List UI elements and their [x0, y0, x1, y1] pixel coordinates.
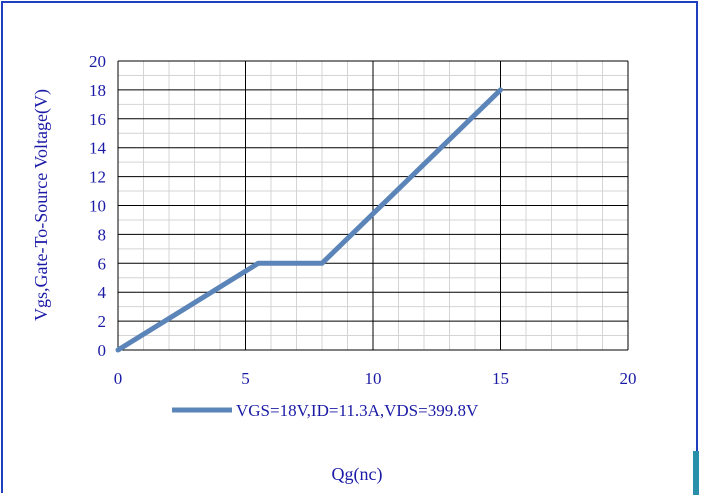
legend: VGS=18V,ID=11.3A,VDS=399.8V: [172, 401, 479, 420]
series-line-0: [115, 87, 503, 353]
major-grid: [117, 60, 629, 351]
x-axis-title: Qg(nc): [332, 464, 383, 485]
y-tick-label: 12: [89, 168, 106, 187]
y-tick-label: 4: [98, 283, 107, 302]
x-tick-label: 5: [241, 369, 250, 388]
y-tick-label: 14: [89, 139, 107, 158]
x-tick-label: 15: [492, 369, 509, 388]
y-tick-label: 18: [89, 81, 106, 100]
y-tick-label: 10: [89, 197, 106, 216]
x-tick-labels: 0 5 10 15 20: [114, 369, 637, 388]
y-axis-title: Vgs,Gate-To-Source Voltage(V): [31, 89, 52, 321]
y-tick-label: 20: [89, 52, 106, 71]
y-tick-label: 2: [98, 312, 107, 331]
legend-label: VGS=18V,ID=11.3A,VDS=399.8V: [236, 401, 479, 420]
series-layer: [115, 87, 503, 353]
y-tick-label: 16: [89, 110, 106, 129]
x-tick-label: 10: [365, 369, 382, 388]
y-tick-label: 0: [98, 341, 107, 360]
x-tick-label: 0: [114, 369, 123, 388]
y-tick-label: 6: [98, 254, 107, 273]
y-tick-labels: 0 2 4 6 8 10 12 14 16 18 20: [89, 52, 107, 360]
x-tick-label: 20: [620, 369, 637, 388]
y-tick-label: 8: [98, 225, 107, 244]
corner-accent: [693, 451, 699, 495]
